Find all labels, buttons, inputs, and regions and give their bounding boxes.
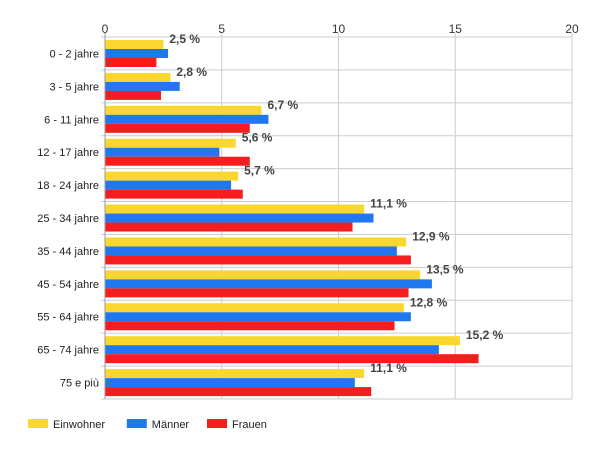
bar-frauen: [105, 123, 250, 133]
legend-swatch: [207, 419, 227, 428]
bar-einwohner: [105, 270, 421, 280]
bar-frauen: [105, 255, 411, 265]
bar-einwohner: [105, 171, 239, 181]
y-tick-label: 75 e più: [60, 378, 99, 390]
data-label: 11,1 %: [370, 361, 407, 375]
bar-einwohner: [105, 204, 365, 214]
x-tick-label: 10: [332, 22, 346, 36]
bar-frauen: [105, 156, 250, 166]
bar-einwohner: [105, 303, 404, 313]
bar-m-nner: [105, 246, 397, 256]
bar-m-nner: [105, 49, 169, 58]
bar-m-nner: [105, 147, 220, 157]
y-tick-label: 35 - 44 jahre: [37, 246, 99, 258]
data-label: 5,6 %: [242, 131, 273, 145]
bar-frauen: [105, 321, 395, 331]
data-label: 12,8 %: [410, 295, 448, 309]
legend: Einwohner Männer Frauen: [28, 419, 267, 431]
y-tick-label: 12 - 17 jahre: [37, 147, 99, 159]
bar-einwohner: [105, 369, 365, 379]
bar-einwohner: [105, 40, 164, 49]
bar-frauen: [105, 354, 479, 364]
x-tick-label: 5: [218, 22, 225, 36]
y-tick-label: 0 - 2 jahre: [49, 48, 99, 60]
legend-label: Männer: [152, 419, 190, 431]
bar-m-nner: [105, 81, 180, 91]
bar-m-nner: [105, 213, 374, 223]
bar-frauen: [105, 288, 409, 298]
bar-frauen: [105, 222, 353, 232]
bar-einwohner: [105, 105, 262, 115]
y-tick-label: 65 - 74 jahre: [37, 345, 99, 357]
bar-m-nner: [105, 345, 439, 355]
y-tick-label: 6 - 11 jahre: [44, 114, 99, 126]
x-tick-label: 0: [102, 22, 109, 36]
bar-frauen: [105, 189, 243, 199]
legend-label: Frauen: [232, 419, 267, 431]
bar-einwohner: [105, 138, 236, 148]
bar-einwohner: [105, 72, 171, 82]
y-tick-label: 55 - 64 jahre: [37, 312, 99, 324]
y-tick-label: 25 - 34 jahre: [37, 213, 99, 225]
data-label: 11,1 %: [370, 197, 407, 211]
data-label: 5,7 %: [244, 164, 275, 178]
legend-swatch: [28, 419, 48, 428]
data-label: 15,2 %: [466, 328, 504, 342]
bar-m-nner: [105, 279, 432, 289]
y-tick-label: 18 - 24 jahre: [37, 180, 99, 192]
bar-m-nner: [105, 378, 355, 388]
data-label: 6,7 %: [267, 98, 298, 112]
bar-m-nner: [105, 180, 232, 190]
bar-m-nner: [105, 114, 269, 124]
bar-frauen: [105, 58, 157, 67]
legend-label: Einwohner: [53, 419, 105, 431]
x-tick-label: 20: [565, 22, 579, 36]
y-tick-label: 3 - 5 jahre: [49, 81, 99, 93]
data-label: 13,5 %: [426, 262, 464, 276]
bar-einwohner: [105, 336, 460, 346]
data-label: 12,9 %: [412, 229, 450, 243]
legend-swatch: [126, 419, 147, 428]
data-label: 2,5 %: [169, 32, 200, 46]
bar-frauen: [105, 387, 372, 397]
x-tick-label: 15: [449, 22, 463, 36]
data-label: 2,8 %: [176, 65, 207, 79]
bar-m-nner: [105, 312, 411, 322]
y-tick-label: 45 - 54 jahre: [37, 279, 99, 291]
bar-frauen: [105, 90, 162, 100]
bar-einwohner: [105, 237, 407, 247]
